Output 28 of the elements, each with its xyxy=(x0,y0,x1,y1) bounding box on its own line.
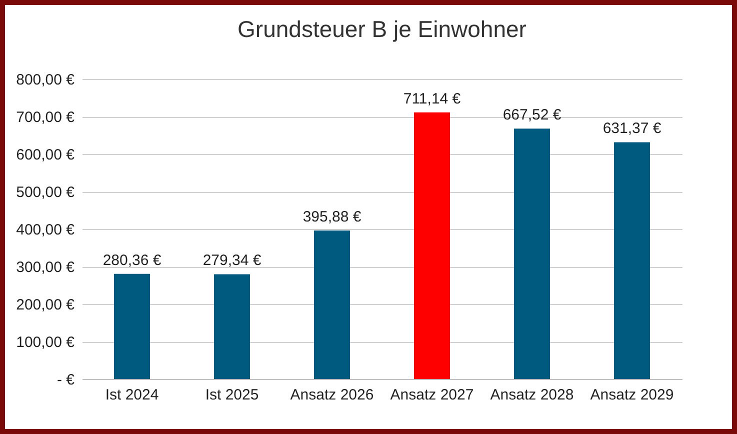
data-label: 631,37 € xyxy=(602,120,662,138)
chart-title: Grundsteuer B je Einwohner xyxy=(238,16,527,42)
y-tick-label: 100,00 € xyxy=(16,334,76,351)
bar xyxy=(414,112,450,379)
bar xyxy=(514,128,550,379)
data-label: 667,52 € xyxy=(502,106,562,124)
x-tick-label: Ist 2025 xyxy=(205,386,259,404)
y-tick-label: - € xyxy=(56,372,76,388)
x-tick-label: Ansatz 2028 xyxy=(490,386,574,404)
bar xyxy=(114,274,150,379)
bar xyxy=(214,274,250,379)
x-tick-label: Ansatz 2026 xyxy=(290,386,374,404)
y-tick-label: 400,00 € xyxy=(16,222,76,238)
bar xyxy=(314,230,350,379)
x-tick-label: Ansatz 2029 xyxy=(590,386,674,404)
bar xyxy=(614,142,650,379)
data-label: 711,14 € xyxy=(403,90,462,108)
y-tick-label: 300,00 € xyxy=(16,259,76,276)
data-label: 280,36 € xyxy=(102,252,162,269)
y-tick-label: 800,00 € xyxy=(16,72,76,88)
y-tick-label: 200,00 € xyxy=(16,296,76,314)
y-tick-label: 500,00 € xyxy=(16,184,76,201)
y-tick-label: 600,00 € xyxy=(16,146,76,164)
data-label: 279,34 € xyxy=(202,252,262,270)
data-label: 395,88 € xyxy=(302,208,362,226)
x-tick-label: Ist 2024 xyxy=(105,386,159,404)
x-tick-label: Ansatz 2027 xyxy=(390,386,474,404)
y-tick-label: 700,00 € xyxy=(16,109,76,126)
